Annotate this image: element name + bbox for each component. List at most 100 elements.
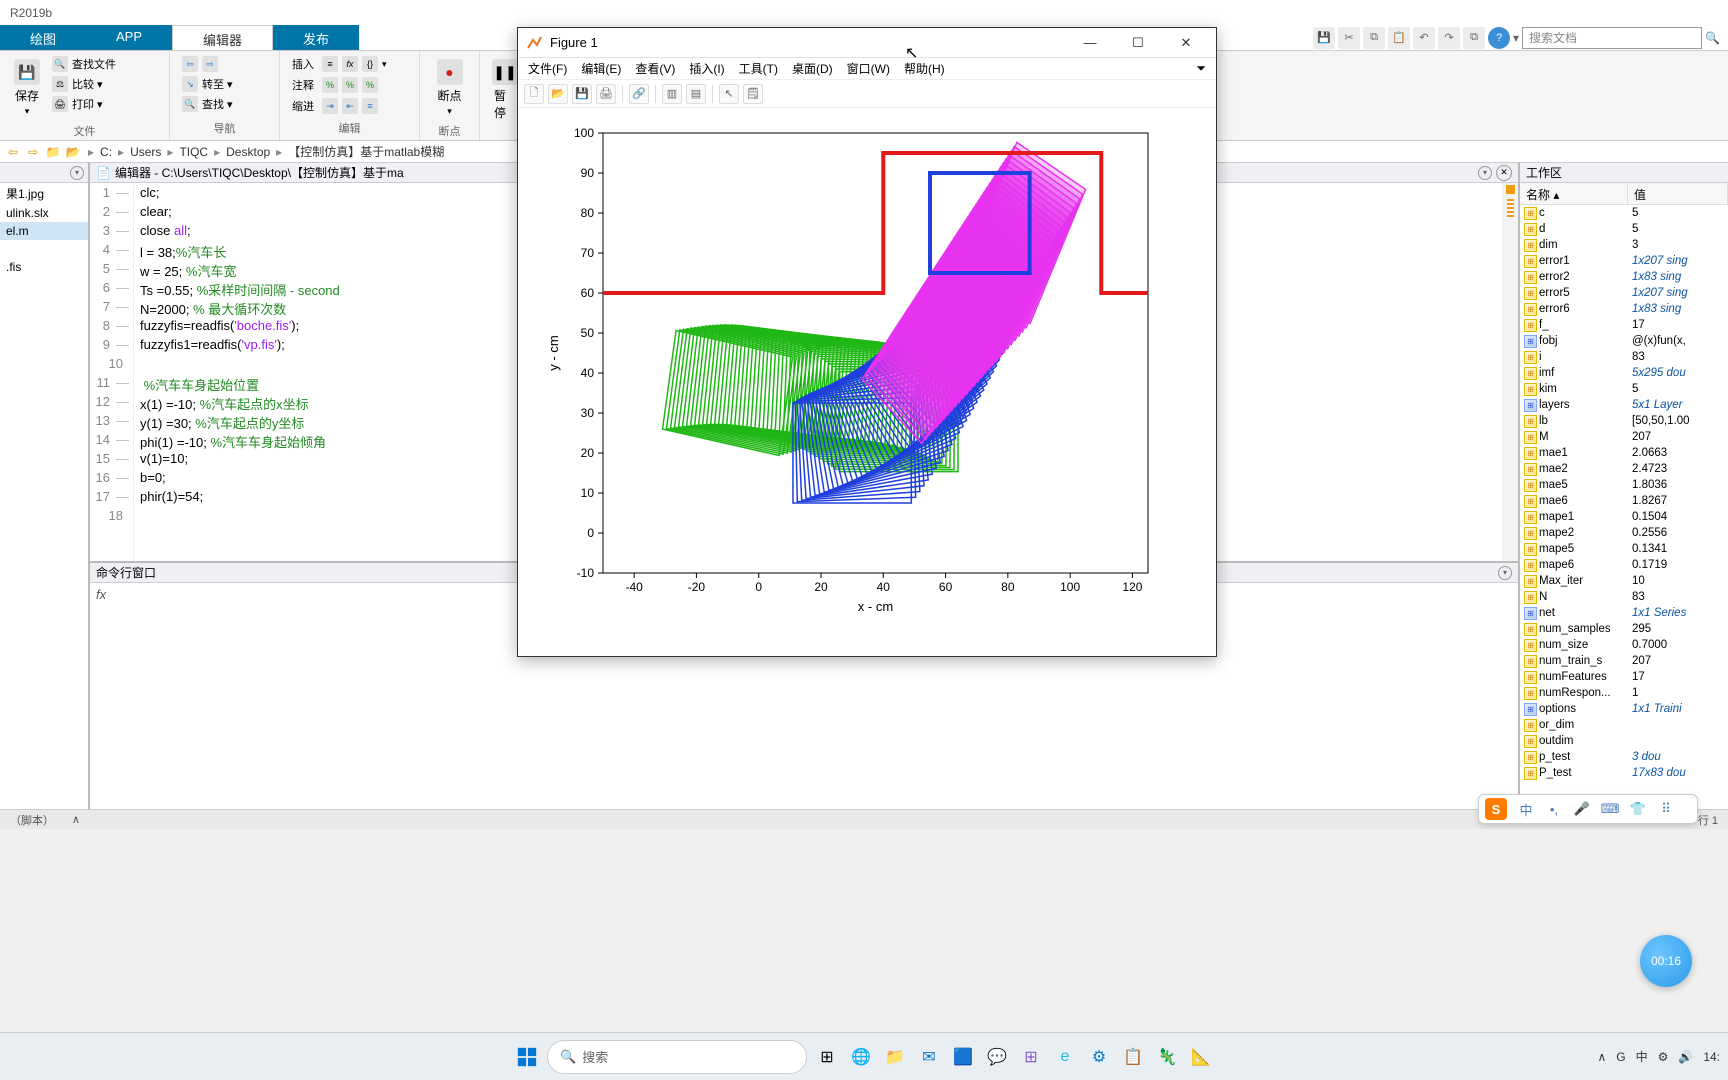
start-button[interactable] bbox=[513, 1043, 541, 1071]
ribbon-tab-publish[interactable]: 发布 bbox=[273, 25, 359, 50]
workspace-var[interactable]: ⊞net1x1 Series bbox=[1520, 605, 1728, 621]
workspace-var[interactable]: ⊞mape50.1341 bbox=[1520, 541, 1728, 557]
close-button[interactable]: ✕ bbox=[1164, 29, 1208, 57]
sogou-logo-icon[interactable]: S bbox=[1485, 798, 1507, 820]
app-icon[interactable]: 🦎 bbox=[1153, 1043, 1181, 1071]
workspace-var[interactable]: ⊞numRespon...1 bbox=[1520, 685, 1728, 701]
minimize-button[interactable]: — bbox=[1068, 29, 1112, 57]
workspace-var[interactable]: ⊞options1x1 Traini bbox=[1520, 701, 1728, 717]
chevron-icon[interactable]: ⏷ bbox=[1196, 61, 1212, 76]
task-view-icon[interactable]: ⊞ bbox=[813, 1043, 841, 1071]
workspace-var[interactable]: ⊞mae51.8036 bbox=[1520, 477, 1728, 493]
save-icon[interactable]: 💾 bbox=[1313, 27, 1335, 49]
workspace-var[interactable]: ⊞mae61.8267 bbox=[1520, 493, 1728, 509]
workspace-var[interactable]: ⊞dim3 bbox=[1520, 237, 1728, 253]
copy-icon[interactable]: ⧉ bbox=[1363, 27, 1385, 49]
menu-view[interactable]: 查看(V) bbox=[629, 58, 681, 79]
mail-icon[interactable]: ✉ bbox=[915, 1043, 943, 1071]
ribbon-tab-editor[interactable]: 编辑器 bbox=[172, 25, 273, 50]
file-item[interactable]: .fis bbox=[0, 258, 88, 276]
ime-toolbar[interactable]: S 中 •, 🎤 ⌨ 👕 ⠿ bbox=[1478, 794, 1698, 824]
ime-skin-icon[interactable]: 👕 bbox=[1629, 800, 1647, 818]
workspace-var[interactable]: ⊞kim5 bbox=[1520, 381, 1728, 397]
ime-punct-icon[interactable]: •, bbox=[1545, 800, 1563, 818]
menu-help[interactable]: 帮助(H) bbox=[898, 58, 951, 79]
save-icon[interactable]: 💾 bbox=[572, 84, 592, 104]
workspace-var[interactable]: ⊞num_train_s207 bbox=[1520, 653, 1728, 669]
workspace-var[interactable]: ⊞layers5x1 Layer bbox=[1520, 397, 1728, 413]
maximize-button[interactable]: ☐ bbox=[1116, 29, 1160, 57]
file-item[interactable]: el.m bbox=[0, 222, 88, 240]
workspace-var[interactable]: ⊞d5 bbox=[1520, 221, 1728, 237]
ie-icon[interactable]: e bbox=[1051, 1043, 1079, 1071]
matlab-icon[interactable]: 📐 bbox=[1187, 1043, 1215, 1071]
panel-menu-icon[interactable]: ▾ bbox=[1478, 166, 1492, 180]
ribbon-tab-plot[interactable]: 绘图 bbox=[0, 25, 86, 50]
menu-window[interactable]: 窗口(W) bbox=[841, 58, 896, 79]
workspace-var[interactable]: ⊞P_test17x83 dou bbox=[1520, 765, 1728, 781]
menu-tools[interactable]: 工具(T) bbox=[733, 58, 784, 79]
workspace-var[interactable]: ⊞mape10.1504 bbox=[1520, 509, 1728, 525]
workspace-col-value[interactable]: 值 bbox=[1628, 183, 1728, 204]
workspace-var[interactable]: ⊞num_size0.7000 bbox=[1520, 637, 1728, 653]
workspace-var[interactable]: ⊞numFeatures17 bbox=[1520, 669, 1728, 685]
workspace-var[interactable]: ⊞imf5x295 dou bbox=[1520, 365, 1728, 381]
pause-button[interactable]: ❚❚ 暂停 bbox=[490, 55, 520, 125]
wechat-icon[interactable]: 💬 bbox=[983, 1043, 1011, 1071]
taskbar-search[interactable]: 🔍 搜索 bbox=[547, 1040, 807, 1074]
workspace-var[interactable]: ⊞mape60.1719 bbox=[1520, 557, 1728, 573]
workspace-var[interactable]: ⊞i83 bbox=[1520, 349, 1728, 365]
note-icon[interactable]: 🗒 bbox=[743, 84, 763, 104]
help-icon[interactable]: ? bbox=[1488, 27, 1510, 49]
ime-mic-icon[interactable]: 🎤 bbox=[1573, 800, 1591, 818]
file-item[interactable]: 果1.jpg bbox=[0, 183, 88, 204]
dock-icon[interactable]: ▤ bbox=[686, 84, 706, 104]
ime-keyboard-icon[interactable]: ⌨ bbox=[1601, 800, 1619, 818]
print-button[interactable]: 🖨打印 ▾ bbox=[50, 95, 118, 113]
find-files-button[interactable]: 🔍查找文件 bbox=[50, 55, 118, 73]
app-icon[interactable]: 🟦 bbox=[949, 1043, 977, 1071]
ime-language[interactable]: 中 bbox=[1517, 800, 1535, 818]
file-item[interactable]: ulink.slx bbox=[0, 204, 88, 222]
print-icon[interactable]: 🖨 bbox=[596, 84, 616, 104]
close-icon[interactable]: ✕ bbox=[1496, 165, 1512, 181]
workspace-var[interactable]: ⊞mape20.2556 bbox=[1520, 525, 1728, 541]
workspace-var[interactable]: ⊞mae12.0663 bbox=[1520, 445, 1728, 461]
ime-menu-icon[interactable]: ⠿ bbox=[1657, 800, 1675, 818]
workspace-var[interactable]: ⊞error51x207 sing bbox=[1520, 285, 1728, 301]
workspace-var[interactable]: ⊞fobj@(x)fun(x, bbox=[1520, 333, 1728, 349]
cut-icon[interactable]: ✂ bbox=[1338, 27, 1360, 49]
new-figure-icon[interactable]: 🗋 bbox=[524, 84, 544, 104]
dock-icon[interactable]: ▥ bbox=[662, 84, 682, 104]
workspace-var[interactable]: ⊞lb[50,50,1.00 bbox=[1520, 413, 1728, 429]
settings-icon[interactable]: ⚙ bbox=[1085, 1043, 1113, 1071]
menu-edit[interactable]: 编辑(E) bbox=[575, 58, 627, 79]
edge-icon[interactable]: 🌐 bbox=[847, 1043, 875, 1071]
app-icon[interactable]: 📋 bbox=[1119, 1043, 1147, 1071]
taskbar-tray[interactable]: ∧ G 中 ⚙ 🔊 14: bbox=[1597, 1048, 1720, 1065]
workspace-var[interactable]: ⊞N83 bbox=[1520, 589, 1728, 605]
paste-icon[interactable]: 📋 bbox=[1388, 27, 1410, 49]
open-icon[interactable]: 📂 bbox=[548, 84, 568, 104]
search-icon[interactable]: 🔍 bbox=[1705, 31, 1720, 45]
workspace-var[interactable]: ⊞outdim bbox=[1520, 733, 1728, 749]
workspace-var[interactable]: ⊞mae22.4723 bbox=[1520, 461, 1728, 477]
recording-timer[interactable]: 00:16 bbox=[1640, 935, 1692, 987]
nav-back-icon[interactable]: ⇦ bbox=[4, 143, 22, 161]
pointer-icon[interactable]: ↖ bbox=[719, 84, 739, 104]
workspace-var[interactable]: ⊞error11x207 sing bbox=[1520, 253, 1728, 269]
compare-button[interactable]: ⚖比较 ▾ bbox=[50, 75, 118, 93]
workspace-var[interactable]: ⊞p_test3 dou bbox=[1520, 749, 1728, 765]
app-icon[interactable]: ⊞ bbox=[1017, 1043, 1045, 1071]
workspace-col-name[interactable]: 名称 ▴ bbox=[1520, 183, 1628, 204]
figure-titlebar[interactable]: Figure 1 — ☐ ✕ bbox=[518, 28, 1216, 58]
workspace-var[interactable]: ⊞error21x83 sing bbox=[1520, 269, 1728, 285]
ribbon-tab-app[interactable]: APP bbox=[86, 25, 172, 50]
folder-icon[interactable]: 📂 bbox=[64, 143, 82, 161]
workspace-var[interactable]: ⊞Max_iter10 bbox=[1520, 573, 1728, 589]
folder-icon[interactable]: 📁 bbox=[44, 143, 62, 161]
menu-insert[interactable]: 插入(I) bbox=[683, 58, 730, 79]
workspace-var[interactable]: ⊞M207 bbox=[1520, 429, 1728, 445]
undo-icon[interactable]: ↶ bbox=[1413, 27, 1435, 49]
figure-axes[interactable]: -40-20020406080100120-100102030405060708… bbox=[518, 108, 1216, 656]
